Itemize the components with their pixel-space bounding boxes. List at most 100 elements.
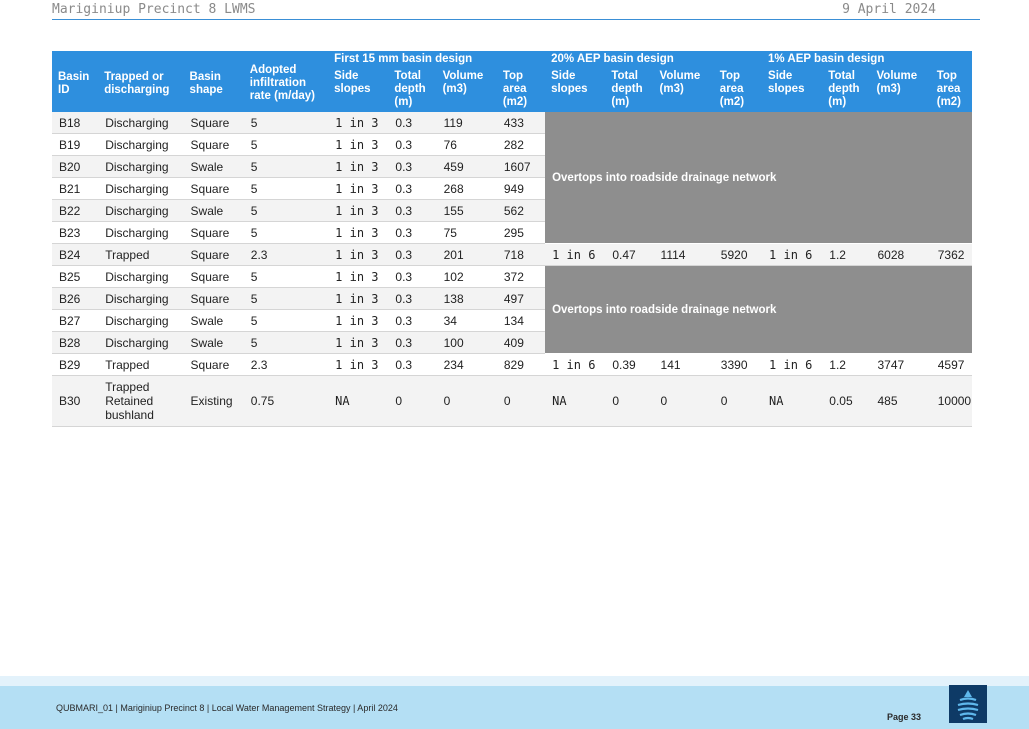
- table-cell: 0.3: [388, 353, 437, 376]
- table-cell: 1 in 3: [328, 287, 389, 310]
- table-cell: Swale: [183, 155, 244, 178]
- page-header: Mariginiup Precinct 8 LWMS 9 April 2024: [52, 0, 980, 20]
- table-cell: 295: [496, 221, 546, 244]
- col-volume: Volume (m3): [653, 68, 714, 112]
- table-cell: Discharging: [98, 112, 184, 134]
- table-cell: Swale: [183, 331, 244, 354]
- table-cell: 829: [496, 353, 546, 376]
- table-cell: 1 in 3: [328, 199, 389, 222]
- table-cell: 0.3: [388, 155, 437, 178]
- water-drop-logo-icon: [949, 685, 987, 723]
- col-volume: Volume (m3): [870, 68, 931, 112]
- overtop-note: Overtops into roadside drainage network: [545, 112, 972, 244]
- table-cell: 5: [243, 112, 329, 134]
- table-cell: 372: [496, 265, 546, 288]
- table-row: B20 Discharging Swale 5 1 in 3 0.3 459 1607: [52, 155, 972, 178]
- table-cell: 0.75: [243, 375, 329, 427]
- table-cell: 0: [388, 375, 437, 427]
- table-cell: 0: [653, 375, 714, 427]
- table-row: B27 Discharging Swale 5 1 in 3 0.3 34 134: [52, 309, 972, 332]
- table-cell: B23: [52, 221, 99, 244]
- table-cell: 1 in 3: [328, 177, 389, 200]
- table-cell: 5920: [713, 243, 763, 266]
- table-cell: 102: [436, 265, 497, 288]
- table-cell: 497: [496, 287, 546, 310]
- table-cell: Discharging: [98, 177, 184, 200]
- table-cell: B18: [52, 112, 99, 134]
- col-basin-id: Basin ID: [52, 51, 99, 112]
- table-cell: Square: [183, 112, 244, 134]
- table-cell: 5: [243, 133, 329, 156]
- table-cell: 1 in 6: [545, 243, 606, 266]
- table-cell: 0.3: [388, 133, 437, 156]
- table-cell: 0.3: [388, 221, 437, 244]
- table-cell: 0.05: [822, 375, 871, 427]
- table-cell: 0.3: [388, 177, 437, 200]
- table-cell: 5: [243, 221, 329, 244]
- footer-strip: [0, 676, 1029, 686]
- table-cell: 1 in 3: [328, 112, 389, 134]
- table-cell: 0: [496, 375, 546, 427]
- col-shape: Basin shape: [183, 51, 244, 112]
- table-cell: 0: [605, 375, 654, 427]
- table-cell: 0.3: [388, 199, 437, 222]
- table-cell: 5: [243, 309, 329, 332]
- col-volume: Volume (m3): [436, 68, 497, 112]
- table-cell: 1.2: [822, 353, 871, 376]
- table-cell: B29: [52, 353, 99, 376]
- table-cell: 409: [496, 331, 546, 354]
- table-cell: B19: [52, 133, 99, 156]
- table-cell: 485: [870, 375, 931, 427]
- table-cell: Discharging: [98, 331, 184, 354]
- col-trapped: Trapped or discharging: [98, 51, 184, 112]
- table-cell: 2.3: [243, 353, 329, 376]
- table-cell: Discharging: [98, 133, 184, 156]
- table-cell: 75: [436, 221, 497, 244]
- group-1-aep: 1% AEP basin design: [762, 51, 972, 68]
- table-cell: 0.3: [388, 243, 437, 266]
- table-cell: Swale: [183, 309, 244, 332]
- table-cell: 134: [496, 309, 546, 332]
- table-cell: 7362: [930, 243, 972, 266]
- col-top-area: Top area (m2): [713, 68, 763, 112]
- table-cell: 0.3: [388, 331, 437, 354]
- table-cell: 100: [436, 331, 497, 354]
- table-cell: 1 in 3: [328, 331, 389, 354]
- page-number: Page 33: [887, 712, 922, 722]
- table-row: B23 Discharging Square 5 1 in 3 0.3 75 295: [52, 221, 972, 244]
- table-cell: 6028: [870, 243, 931, 266]
- table-cell: 34: [436, 309, 497, 332]
- table-cell: 141: [653, 353, 714, 376]
- table-cell: 1 in 3: [328, 221, 389, 244]
- table-cell: Square: [183, 353, 244, 376]
- table-cell: NA: [328, 375, 389, 427]
- table-cell: Square: [183, 287, 244, 310]
- table-cell: Discharging: [98, 287, 184, 310]
- table-cell: 1.2: [822, 243, 871, 266]
- table-cell: 1 in 6: [545, 353, 606, 376]
- table-cell: Discharging: [98, 221, 184, 244]
- table-row: B19 Discharging Square 5 1 in 3 0.3 76 282: [52, 133, 972, 156]
- table-cell: 459: [436, 155, 497, 178]
- table-cell: NA: [545, 375, 606, 427]
- table-cell: B24: [52, 243, 99, 266]
- table-cell: Existing: [183, 375, 244, 427]
- table-cell: Discharging: [98, 199, 184, 222]
- table-cell: 1 in 3: [328, 265, 389, 288]
- table-cell: B28: [52, 331, 99, 354]
- table-cell: 268: [436, 177, 497, 200]
- table-cell: 1114: [653, 243, 714, 266]
- table-cell: 119: [436, 112, 497, 134]
- table-cell: 0.3: [388, 265, 437, 288]
- table-row: B30 Trapped Retained bushland Existing 0.75…: [52, 375, 972, 427]
- table-cell: Trapped Retained bushland: [98, 375, 184, 427]
- table-cell: B26: [52, 287, 99, 310]
- table-cell: Trapped: [98, 243, 184, 266]
- col-top-area: Top area (m2): [496, 68, 546, 112]
- table-cell: 1 in 3: [328, 155, 389, 178]
- table-cell: B22: [52, 199, 99, 222]
- table-row: B21 Discharging Square 5 1 in 3 0.3 268 949: [52, 177, 972, 200]
- table-cell: 1607: [496, 155, 546, 178]
- table-cell: 1 in 6: [762, 353, 823, 376]
- basin-design-table: Basin ID Trapped or discharging Basin sh…: [52, 51, 972, 427]
